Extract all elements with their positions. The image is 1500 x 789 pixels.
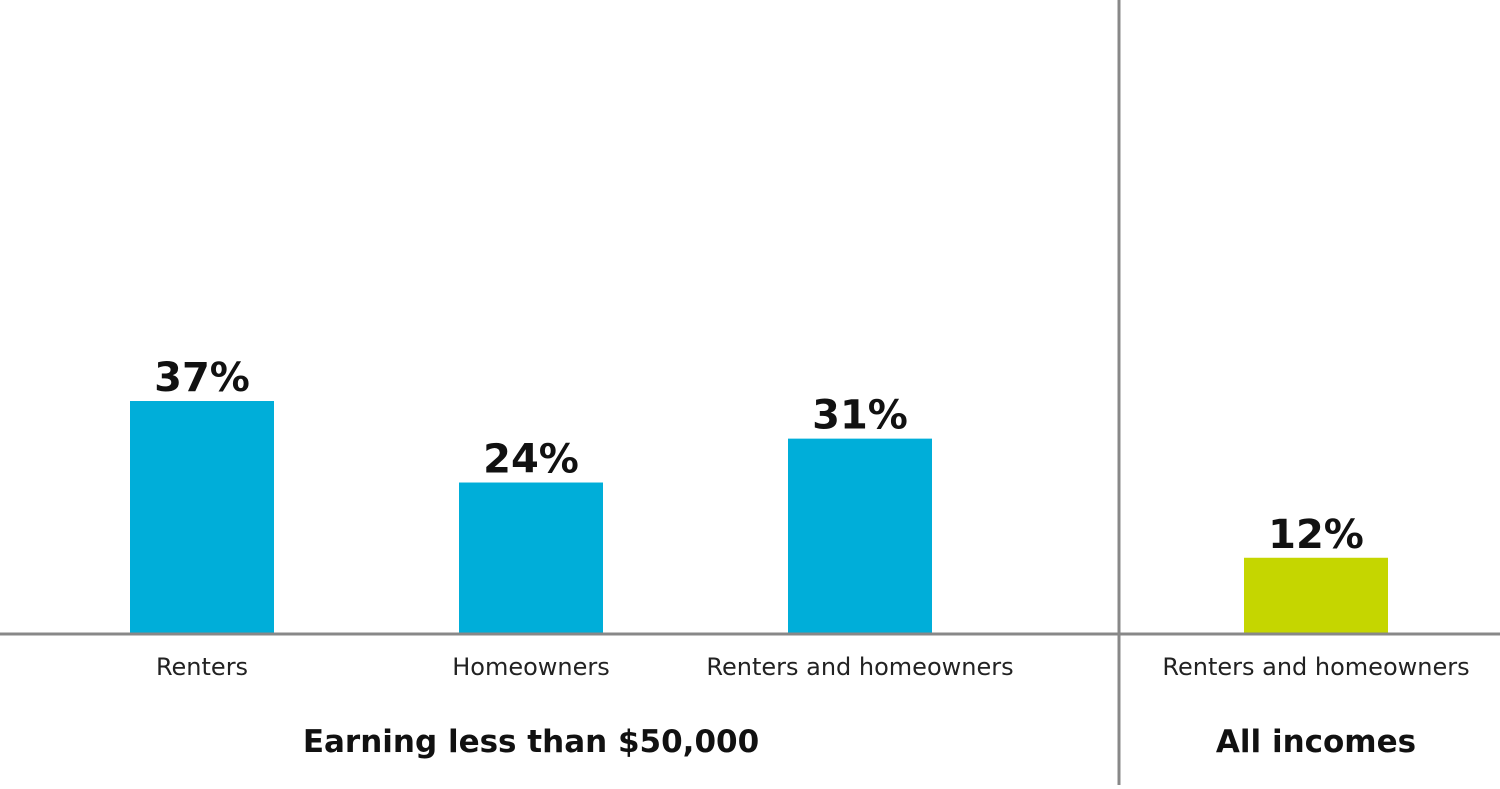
bar-renters-and-homeowners-g0 <box>788 438 932 633</box>
data-label: 37% <box>154 355 250 401</box>
group-label: Earning less than $50,000 <box>303 724 759 760</box>
data-label: 24% <box>483 437 579 483</box>
bar-renters-and-homeowners-g1 <box>1244 557 1388 633</box>
category-label: Homeowners <box>452 653 610 681</box>
group-label: All incomes <box>1216 724 1416 760</box>
data-label: 12% <box>1268 512 1364 558</box>
bar-homeowners-g0 <box>459 482 603 633</box>
data-label: 31% <box>812 393 908 439</box>
category-label: Renters <box>156 653 248 681</box>
category-label: Renters and homeowners <box>1162 653 1469 681</box>
category-label: Renters and homeowners <box>706 653 1013 681</box>
bar-renters-g0 <box>130 401 274 633</box>
